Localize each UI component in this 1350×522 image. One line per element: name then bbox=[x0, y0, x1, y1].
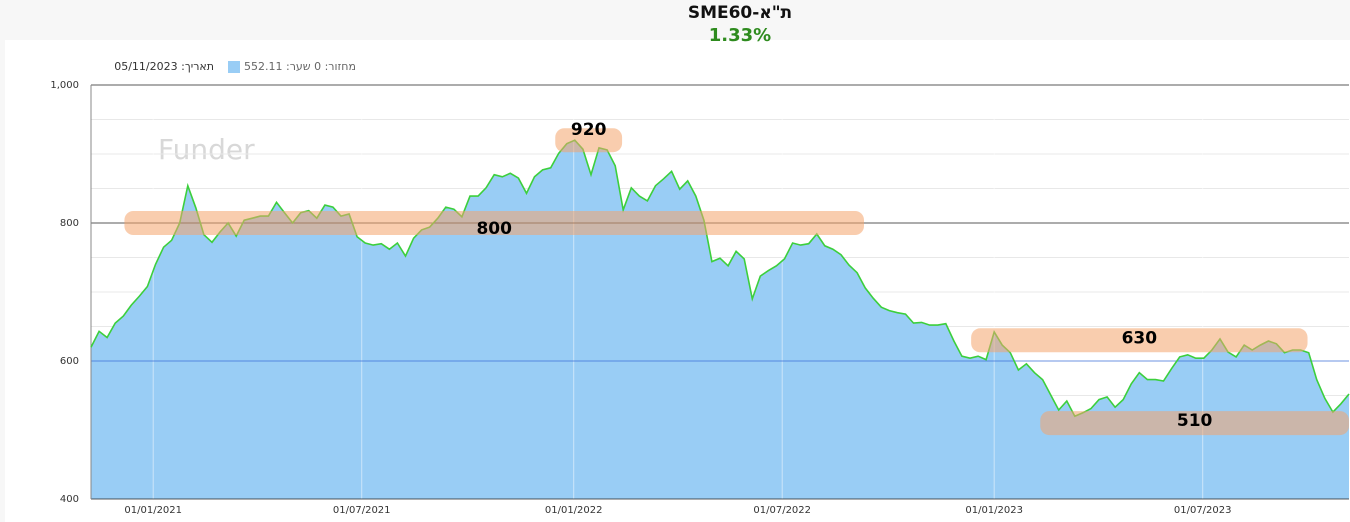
y-tick-label: 1,000 bbox=[50, 80, 79, 91]
x-tick-label: 01/07/2023 bbox=[1174, 505, 1232, 516]
legend-entry: מחזור: 0 שער: 552.11 bbox=[244, 60, 356, 73]
level-label: 800 bbox=[476, 219, 512, 239]
change: 1.33% bbox=[708, 25, 772, 46]
x-tick-label: 01/01/2023 bbox=[965, 505, 1023, 516]
y-tick-label: 400 bbox=[60, 494, 79, 505]
level-label: 630 bbox=[1122, 328, 1158, 348]
level-label: 510 bbox=[1177, 411, 1213, 431]
legend-date: תאריך: 05/11/2023 bbox=[114, 60, 214, 73]
level-band bbox=[971, 328, 1308, 353]
x-tick-label: 01/07/2021 bbox=[333, 505, 391, 516]
y-tick-label: 800 bbox=[60, 218, 79, 229]
x-tick-label: 01/07/2022 bbox=[753, 505, 811, 516]
chart-title: ת"א-SME60 bbox=[687, 3, 793, 23]
level-band bbox=[555, 128, 623, 153]
watermark: Funder bbox=[158, 133, 255, 166]
level-band bbox=[124, 211, 865, 235]
x-tick-label: 01/01/2022 bbox=[545, 505, 603, 516]
x-tick-label: 01/01/2021 bbox=[124, 505, 182, 516]
y-tick-label: 600 bbox=[60, 356, 79, 367]
level-label: 920 bbox=[571, 120, 607, 140]
area bbox=[91, 140, 1349, 499]
legend-swatch bbox=[228, 61, 240, 73]
level-band bbox=[1040, 411, 1349, 436]
